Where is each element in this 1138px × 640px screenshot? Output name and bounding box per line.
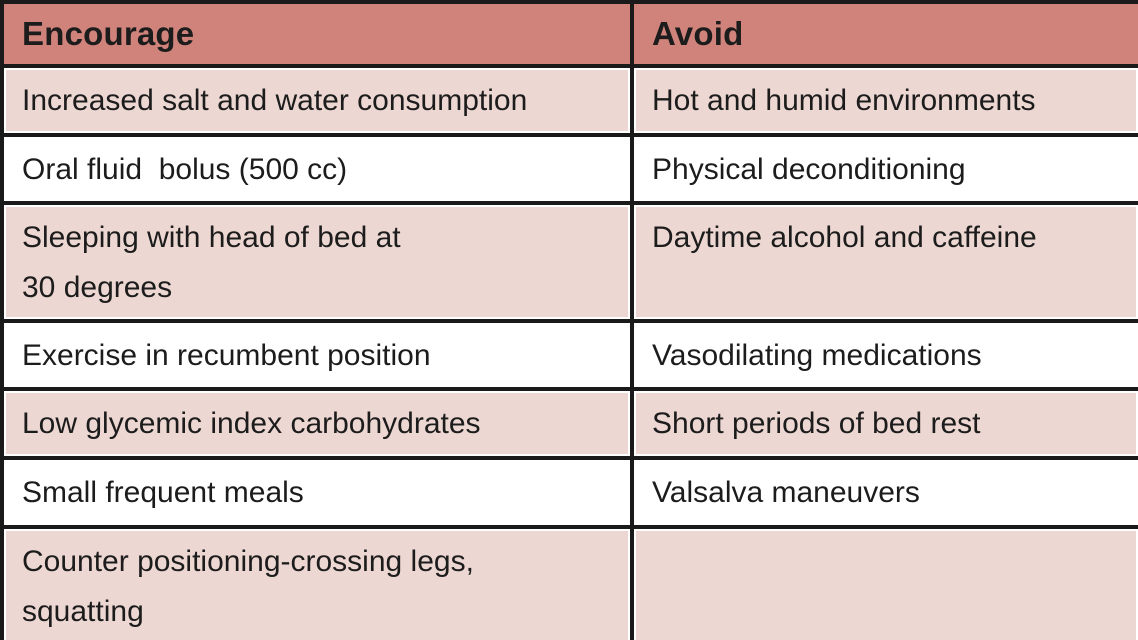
cell-encourage: Small frequent meals [0, 456, 634, 529]
cell-avoid: Short periods of bed rest [630, 387, 1138, 460]
table-row: Exercise in recumbent position Vasodilat… [0, 319, 1138, 391]
cell-avoid [630, 525, 1138, 640]
column-header-avoid: Avoid [630, 0, 1138, 68]
header-row: Encourage Avoid [0, 0, 1138, 68]
cell-encourage: Exercise in recumbent position [0, 319, 634, 391]
table-row: Small frequent meals Valsalva maneuvers [0, 456, 1138, 529]
cell-avoid: Vasodilating medications [630, 319, 1138, 391]
column-header-encourage: Encourage [0, 0, 634, 68]
table-row: Sleeping with head of bed at 30 degrees … [0, 201, 1138, 323]
table-row: Oral fluid bolus (500 cc) Physical decon… [0, 133, 1138, 205]
cell-avoid: Hot and humid environments [630, 64, 1138, 137]
cell-avoid: Daytime alcohol and caffeine [630, 201, 1138, 323]
cell-avoid: Physical deconditioning [630, 133, 1138, 205]
table-row: Counter positioning-crossing legs, squat… [0, 525, 1138, 640]
table-row: Increased salt and water consumption Hot… [0, 64, 1138, 137]
cell-encourage: Increased salt and water consumption [0, 64, 634, 137]
cell-encourage: Oral fluid bolus (500 cc) [0, 133, 634, 205]
cell-encourage: Low glycemic index carbohydrates [0, 387, 634, 460]
cell-avoid: Valsalva maneuvers [630, 456, 1138, 529]
cell-encourage: Counter positioning-crossing legs, squat… [0, 525, 634, 640]
table-row: Low glycemic index carbohydrates Short p… [0, 387, 1138, 460]
cell-encourage: Sleeping with head of bed at 30 degrees [0, 201, 634, 323]
